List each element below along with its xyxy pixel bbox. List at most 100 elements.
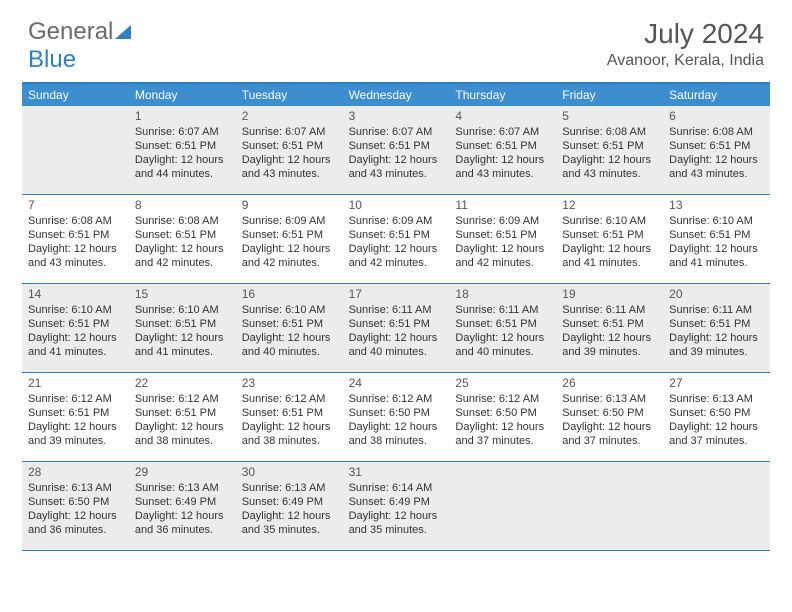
day-sunset: Sunset: 6:50 PM (562, 406, 657, 420)
day-day1: Daylight: 12 hours (135, 242, 230, 256)
day-sunset: Sunset: 6:49 PM (349, 495, 444, 509)
day-number: 28 (28, 465, 123, 479)
day-sunset: Sunset: 6:51 PM (135, 317, 230, 331)
day-day1: Daylight: 12 hours (669, 331, 764, 345)
day-day2: and 36 minutes. (28, 523, 123, 537)
day-number: 13 (669, 198, 764, 212)
day-sunset: Sunset: 6:51 PM (669, 317, 764, 331)
day-sunrise: Sunrise: 6:11 AM (455, 303, 550, 317)
day-sunrise: Sunrise: 6:10 AM (28, 303, 123, 317)
day-sunrise: Sunrise: 6:11 AM (349, 303, 444, 317)
day-day1: Daylight: 12 hours (349, 242, 444, 256)
day-number: 22 (135, 376, 230, 390)
day-header: Tuesday (236, 84, 343, 106)
day-day1: Daylight: 12 hours (242, 420, 337, 434)
day-day1: Daylight: 12 hours (562, 242, 657, 256)
day-day2: and 36 minutes. (135, 523, 230, 537)
day-cell: 28Sunrise: 6:13 AMSunset: 6:50 PMDayligh… (22, 462, 129, 550)
day-cell: 27Sunrise: 6:13 AMSunset: 6:50 PMDayligh… (663, 373, 770, 461)
day-number: 7 (28, 198, 123, 212)
day-number: 23 (242, 376, 337, 390)
day-sunset: Sunset: 6:51 PM (242, 406, 337, 420)
day-header: Wednesday (343, 84, 450, 106)
day-sunrise: Sunrise: 6:10 AM (669, 214, 764, 228)
day-sunset: Sunset: 6:51 PM (455, 228, 550, 242)
day-number: 1 (135, 109, 230, 123)
day-number: 25 (455, 376, 550, 390)
day-sunset: Sunset: 6:51 PM (135, 228, 230, 242)
day-cell (556, 462, 663, 550)
day-day2: and 44 minutes. (135, 167, 230, 181)
day-day1: Daylight: 12 hours (135, 153, 230, 167)
day-sunrise: Sunrise: 6:13 AM (135, 481, 230, 495)
day-number: 14 (28, 287, 123, 301)
day-day2: and 43 minutes. (562, 167, 657, 181)
day-sunset: Sunset: 6:51 PM (562, 317, 657, 331)
day-day2: and 37 minutes. (669, 434, 764, 448)
title-block: July 2024 Avanoor, Kerala, India (607, 18, 764, 70)
day-day2: and 38 minutes. (135, 434, 230, 448)
day-cell: 19Sunrise: 6:11 AMSunset: 6:51 PMDayligh… (556, 284, 663, 372)
day-cell (22, 106, 129, 194)
day-day1: Daylight: 12 hours (28, 331, 123, 345)
day-sunrise: Sunrise: 6:13 AM (669, 392, 764, 406)
day-sunrise: Sunrise: 6:12 AM (135, 392, 230, 406)
day-sunset: Sunset: 6:49 PM (242, 495, 337, 509)
day-number: 17 (349, 287, 444, 301)
day-number: 27 (669, 376, 764, 390)
day-header-row: Sunday Monday Tuesday Wednesday Thursday… (22, 84, 770, 106)
day-number: 26 (562, 376, 657, 390)
day-day2: and 42 minutes. (135, 256, 230, 270)
day-day2: and 43 minutes. (28, 256, 123, 270)
day-sunset: Sunset: 6:51 PM (455, 317, 550, 331)
day-day2: and 38 minutes. (349, 434, 444, 448)
day-number: 15 (135, 287, 230, 301)
day-sunset: Sunset: 6:51 PM (28, 406, 123, 420)
day-sunrise: Sunrise: 6:12 AM (28, 392, 123, 406)
day-day2: and 39 minutes. (669, 345, 764, 359)
day-sunset: Sunset: 6:51 PM (349, 228, 444, 242)
day-cell: 12Sunrise: 6:10 AMSunset: 6:51 PMDayligh… (556, 195, 663, 283)
day-cell: 4Sunrise: 6:07 AMSunset: 6:51 PMDaylight… (449, 106, 556, 194)
week-row: 21Sunrise: 6:12 AMSunset: 6:51 PMDayligh… (22, 373, 770, 462)
day-sunrise: Sunrise: 6:12 AM (455, 392, 550, 406)
day-day2: and 41 minutes. (28, 345, 123, 359)
calendar: Sunday Monday Tuesday Wednesday Thursday… (22, 82, 770, 551)
day-cell (449, 462, 556, 550)
day-sunrise: Sunrise: 6:10 AM (562, 214, 657, 228)
day-sunset: Sunset: 6:51 PM (455, 139, 550, 153)
day-day2: and 41 minutes. (562, 256, 657, 270)
day-cell: 13Sunrise: 6:10 AMSunset: 6:51 PMDayligh… (663, 195, 770, 283)
day-sunset: Sunset: 6:51 PM (562, 139, 657, 153)
day-sunset: Sunset: 6:49 PM (135, 495, 230, 509)
day-cell: 1Sunrise: 6:07 AMSunset: 6:51 PMDaylight… (129, 106, 236, 194)
day-number: 8 (135, 198, 230, 212)
day-day2: and 41 minutes. (135, 345, 230, 359)
day-cell: 22Sunrise: 6:12 AMSunset: 6:51 PMDayligh… (129, 373, 236, 461)
day-sunrise: Sunrise: 6:09 AM (455, 214, 550, 228)
day-day2: and 35 minutes. (242, 523, 337, 537)
day-day1: Daylight: 12 hours (28, 509, 123, 523)
day-sunset: Sunset: 6:51 PM (28, 317, 123, 331)
day-header: Sunday (22, 84, 129, 106)
day-number: 3 (349, 109, 444, 123)
day-sunset: Sunset: 6:50 PM (455, 406, 550, 420)
day-number: 21 (28, 376, 123, 390)
day-sunset: Sunset: 6:51 PM (242, 228, 337, 242)
day-cell: 5Sunrise: 6:08 AMSunset: 6:51 PMDaylight… (556, 106, 663, 194)
day-cell: 30Sunrise: 6:13 AMSunset: 6:49 PMDayligh… (236, 462, 343, 550)
day-day2: and 43 minutes. (242, 167, 337, 181)
day-day2: and 42 minutes. (349, 256, 444, 270)
day-sunset: Sunset: 6:50 PM (349, 406, 444, 420)
month-title: July 2024 (607, 18, 764, 50)
day-number: 19 (562, 287, 657, 301)
day-cell: 8Sunrise: 6:08 AMSunset: 6:51 PMDaylight… (129, 195, 236, 283)
day-cell: 17Sunrise: 6:11 AMSunset: 6:51 PMDayligh… (343, 284, 450, 372)
day-cell: 24Sunrise: 6:12 AMSunset: 6:50 PMDayligh… (343, 373, 450, 461)
day-sunrise: Sunrise: 6:12 AM (349, 392, 444, 406)
day-day1: Daylight: 12 hours (349, 153, 444, 167)
day-sunrise: Sunrise: 6:08 AM (562, 125, 657, 139)
day-day1: Daylight: 12 hours (349, 331, 444, 345)
day-number: 18 (455, 287, 550, 301)
day-sunset: Sunset: 6:51 PM (28, 228, 123, 242)
